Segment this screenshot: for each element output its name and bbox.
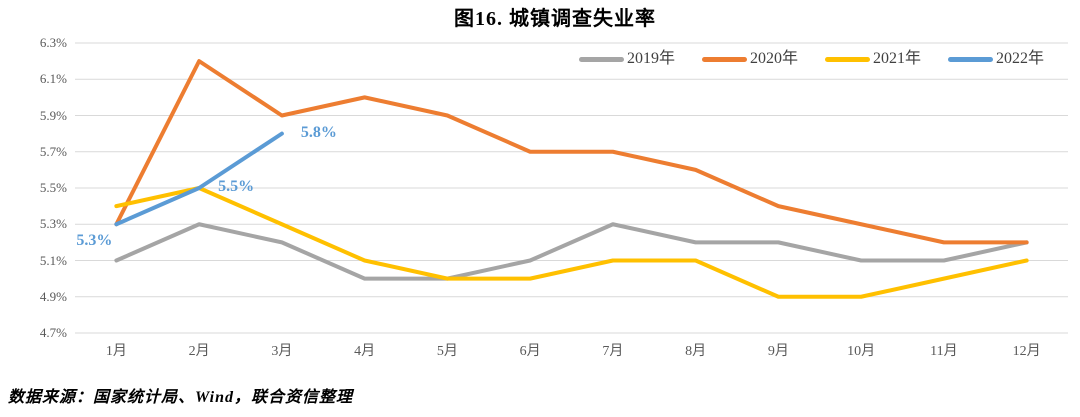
legend-item-2020年: 2020年 [701, 49, 798, 69]
y-axis-tick-label: 5.1% [39, 252, 67, 268]
legend-label: 2021年 [872, 50, 921, 67]
legend-swatch-icon [947, 56, 993, 62]
x-axis-tick-label: 1月 [105, 344, 127, 359]
chart-title: 图16. 城镇调查失业率 [454, 8, 656, 30]
y-axis-tick-label: 4.7% [39, 325, 67, 340]
legend-swatch-icon [824, 56, 870, 62]
x-axis-tick-label: 4月 [354, 344, 376, 359]
chart-legend: 2019年 2020年 2021年 2022年 [578, 49, 1044, 69]
y-axis-tick-label: 4.9% [39, 288, 67, 304]
y-axis-tick-label: 5.7% [39, 143, 67, 159]
x-axis-tick-label: 6月 [519, 344, 541, 359]
x-axis-tick-label: 3月 [271, 344, 293, 359]
y-axis-tick-label: 6.1% [39, 71, 67, 87]
series-line-2019年 [114, 222, 1029, 281]
data-point-label: 5.3% [76, 232, 113, 250]
x-axis-tick-label: 11月 [930, 344, 958, 359]
legend-item-2022年: 2022年 [947, 49, 1044, 69]
legend-label: 2022年 [995, 50, 1044, 67]
legend-swatch-icon [578, 56, 624, 62]
x-axis-tick-label: 7月 [602, 344, 624, 359]
data-point-label: 5.5% [218, 178, 255, 195]
x-axis-tick-label: 2月 [188, 344, 210, 359]
x-axis-tick-label: 9月 [767, 344, 789, 359]
x-axis-tick-label: 8月 [685, 344, 707, 359]
y-axis-tick-label: 5.3% [39, 216, 67, 232]
series-line-2021年 [114, 186, 1029, 299]
legend-label: 2019年 [626, 50, 675, 67]
y-axis-tick-label: 5.5% [39, 180, 67, 195]
legend-item-2021年: 2021年 [824, 49, 921, 69]
x-axis-tick-label: 10月 [847, 344, 876, 359]
legend-item-2019年: 2019年 [578, 49, 675, 69]
legend-label: 2020年 [749, 50, 798, 67]
source-note: 数据来源：国家统计局、Wind，联合资信整理 [8, 389, 353, 406]
y-axis-tick-label: 6.3% [39, 35, 67, 50]
y-axis-tick-label: 5.9% [39, 107, 67, 123]
x-axis-tick-label: 5月 [436, 344, 458, 359]
x-axis-tick-label: 12月 [1012, 344, 1041, 359]
legend-swatch-icon [701, 56, 747, 62]
data-point-label: 5.8% [300, 123, 337, 141]
series-line-2022年 [114, 131, 284, 227]
series-line-2020年 [114, 59, 1029, 245]
